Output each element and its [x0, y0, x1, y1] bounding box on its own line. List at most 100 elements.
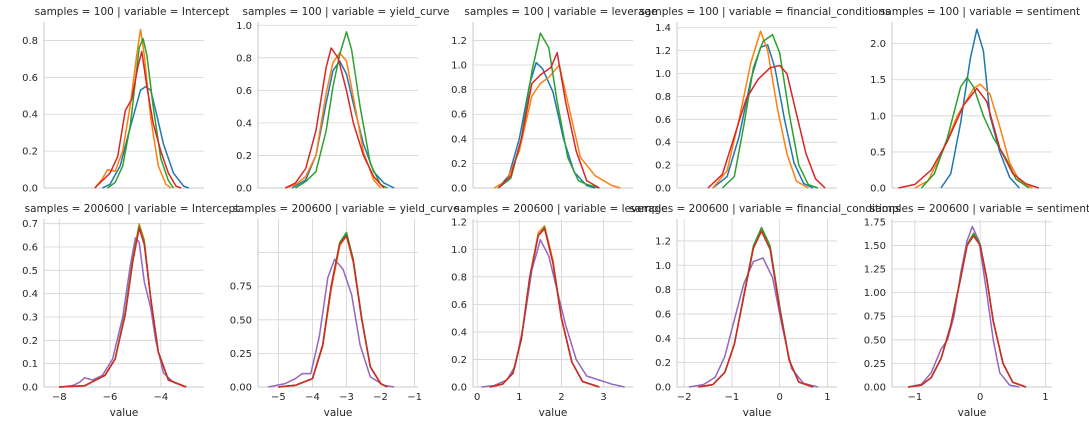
- kde-curve-c3: [489, 227, 600, 388]
- facet-panel-3: samples = 100 | variable = financial_con…: [640, 6, 891, 195]
- y-tick-label: 0.0: [655, 184, 671, 195]
- kde-curve-c0: [712, 44, 814, 189]
- facet-panel-4: samples = 100 | variable = sentiment 0.0 0…: [870, 6, 1080, 195]
- y-tick-label: 0.2: [22, 336, 38, 347]
- y-tick-label: 0.4: [22, 110, 38, 121]
- kde-curve-c0: [940, 28, 1020, 189]
- y-tick-label: 0.00: [230, 383, 252, 394]
- x-tick-label: −2: [677, 392, 692, 403]
- x-tick-label: −1: [725, 392, 740, 403]
- kde-curve-c2: [107, 37, 175, 189]
- y-tick-label: 1.2: [451, 36, 467, 47]
- x-axis-label: value: [539, 407, 568, 419]
- x-axis-label: value: [743, 407, 772, 419]
- y-tick-label: 0.4: [655, 138, 671, 149]
- y-tick-label: 0.7: [22, 219, 38, 230]
- y-tick-label: 1.0: [451, 245, 467, 256]
- kde-curve-c2: [294, 31, 388, 189]
- x-axis-label: value: [958, 407, 987, 419]
- kde-curve-c0: [489, 227, 600, 388]
- y-tick-label: 1.0: [870, 111, 886, 122]
- kde-curve-c2: [59, 225, 187, 388]
- kde-curve-c1: [278, 235, 388, 388]
- y-tick-label: 0.2: [655, 161, 671, 172]
- y-tick-label: 1.2: [451, 217, 467, 228]
- facet-panel-5: samples = 200600 | variable = Intercept 0…: [22, 203, 239, 419]
- y-tick-label: 1.0: [451, 61, 467, 72]
- kde-curve-c2: [908, 232, 1027, 388]
- kde-curve-c2: [489, 226, 600, 388]
- x-tick-label: −1: [907, 392, 922, 403]
- y-tick-label: 0.6: [22, 243, 38, 254]
- y-tick-label: 0.2: [655, 358, 671, 369]
- y-tick-label: 0.5: [22, 266, 38, 277]
- kde-curve-c3: [497, 51, 600, 189]
- y-tick-label: 0.2: [236, 151, 252, 162]
- x-tick-label: 0: [977, 392, 983, 403]
- kde-curve-c4: [481, 238, 625, 388]
- x-tick-label: 0: [474, 392, 480, 403]
- panel-title: samples = 100 | variable = yield_curve: [242, 6, 449, 18]
- x-tick-label: −4: [305, 392, 320, 403]
- kde-curve-c1: [908, 234, 1027, 388]
- y-tick-label: 0.25: [864, 359, 886, 370]
- kde-curve-c2: [721, 33, 819, 189]
- panel-title: samples = 100 | variable = sentiment: [880, 6, 1080, 18]
- y-tick-label: 1.50: [864, 241, 886, 252]
- y-tick-label: 0.50: [230, 315, 252, 326]
- facet-panel-0: samples = 100 | variable = Intercept 0.0 0…: [22, 6, 229, 195]
- kde-curve-c0: [497, 61, 596, 189]
- y-tick-label: 0.4: [22, 289, 38, 300]
- kde-curve-c1: [914, 83, 1033, 189]
- facet-panel-9: samples = 200600 | variable = sentiment 0…: [864, 203, 1089, 419]
- y-tick-label: 0.8: [451, 272, 467, 283]
- kde-curve-c3: [707, 64, 826, 189]
- panel-title: samples = 100 | variable = leverage: [464, 6, 657, 18]
- y-tick-label: 0.0: [451, 383, 467, 394]
- y-tick-label: 1.0: [236, 21, 252, 32]
- y-tick-label: 1.2: [655, 236, 671, 247]
- y-tick-label: 0.6: [451, 110, 467, 121]
- y-tick-label: 0.4: [451, 327, 467, 338]
- y-tick-label: 0.4: [451, 134, 467, 145]
- kde-curve-c2: [278, 231, 388, 388]
- x-tick-label: −8: [52, 392, 67, 403]
- y-tick-label: 1.0: [655, 69, 671, 80]
- y-tick-label: 1.0: [655, 261, 671, 272]
- y-tick-label: 1.75: [864, 217, 886, 228]
- y-tick-label: 1.25: [864, 265, 886, 276]
- y-tick-label: 0.6: [655, 115, 671, 126]
- facet-panel-2: samples = 100 | variable = leverage 0.0 0.…: [451, 6, 657, 195]
- kde-curve-c2: [698, 226, 814, 388]
- kde-curve-c0: [278, 233, 388, 388]
- kde-curve-c0: [59, 225, 187, 388]
- y-tick-label: 0.5: [870, 147, 886, 158]
- kde-curve-c1: [59, 222, 187, 388]
- y-tick-label: 0.8: [451, 85, 467, 96]
- panel-title: samples = 100 | variable = Intercept: [35, 6, 230, 18]
- kde-curve-c1: [94, 28, 172, 189]
- kde-curve-c4: [268, 258, 395, 388]
- panel-title: samples = 200600 | variable = yield_curv…: [232, 203, 459, 215]
- panel-title: samples = 200600 | variable = leverage: [454, 203, 667, 215]
- kde-curve-c1: [698, 229, 814, 388]
- y-tick-label: 2.0: [870, 39, 886, 50]
- facet-panel-1: samples = 100 | variable = yield_curve 0.…: [236, 6, 449, 195]
- x-axis-label: value: [110, 407, 139, 419]
- kde-curve-c3: [898, 87, 1040, 189]
- y-tick-label: 0.2: [22, 147, 38, 158]
- kde-curve-c3: [59, 227, 187, 388]
- y-tick-label: 0.2: [451, 355, 467, 366]
- kde-curve-c3: [908, 235, 1027, 388]
- y-tick-label: 0.0: [451, 184, 467, 195]
- x-tick-label: −4: [153, 392, 168, 403]
- y-tick-label: 1.2: [655, 46, 671, 57]
- x-tick-label: 3: [600, 392, 606, 403]
- y-tick-label: 0.0: [655, 383, 671, 394]
- facet-panel-6: samples = 200600 | variable = yield_curv…: [230, 203, 460, 419]
- facet-panel-7: samples = 200600 | variable = leverage 0.…: [451, 203, 668, 419]
- y-tick-label: 0.0: [870, 184, 886, 195]
- panel-title: samples = 200600 | variable = Intercept: [25, 203, 240, 215]
- kde-curve-c3: [94, 50, 182, 189]
- y-tick-label: 0.25: [230, 349, 252, 360]
